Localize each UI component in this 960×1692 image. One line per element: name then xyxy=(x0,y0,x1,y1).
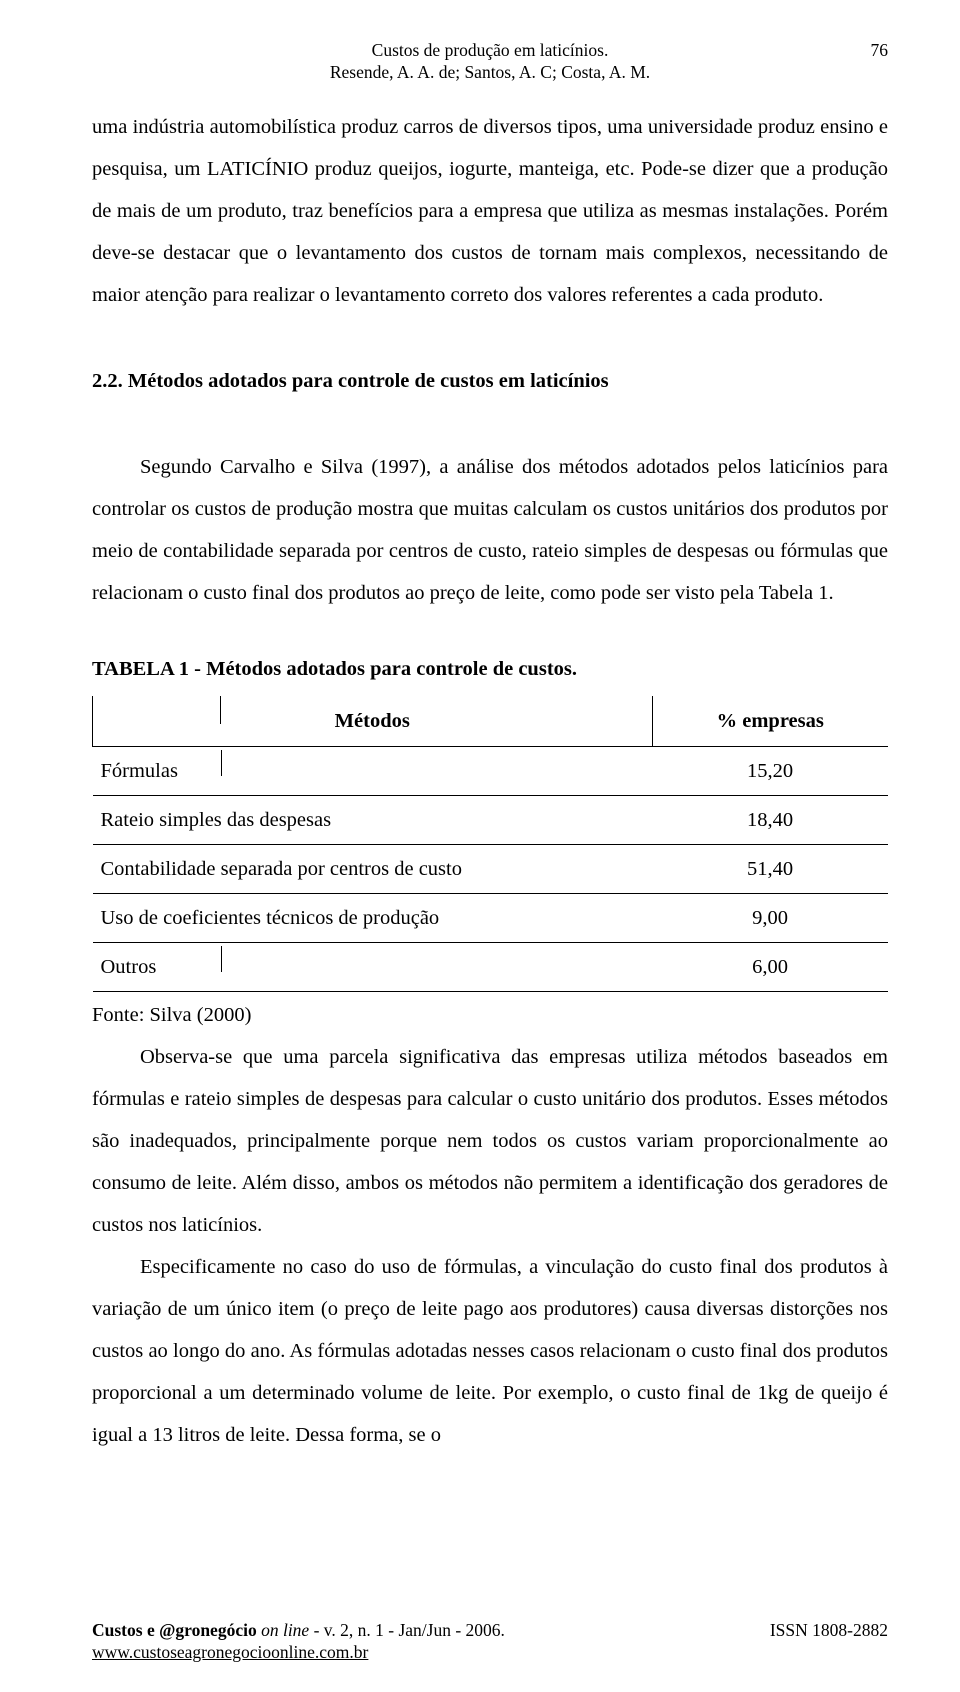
footer-journal-rest: - v. 2, n. 1 - Jan/Jun - 2006. xyxy=(309,1620,505,1640)
table-cell-label: Fórmulas xyxy=(101,760,178,782)
footer-journal-bold: Custos e @gronegócio xyxy=(92,1620,257,1640)
body: uma indústria automobilística produz car… xyxy=(92,106,888,1456)
table-cell-value: 9,00 xyxy=(652,893,888,942)
table-row: Uso de coeficientes técnicos de produção… xyxy=(93,893,889,942)
footer-journal-italic: on line xyxy=(257,1620,310,1640)
table-source: Fonte: Silva (2000) xyxy=(92,994,888,1036)
section-title: 2.2. Métodos adotados para controle de c… xyxy=(92,360,888,402)
footer-issn: ISSN 1808-2882 xyxy=(770,1620,888,1642)
table-row: Outros 6,00 xyxy=(93,943,889,992)
table-cell-value: 15,20 xyxy=(652,746,888,795)
table-row: Contabilidade separada por centros de cu… xyxy=(93,844,889,893)
paragraph-4: Especificamente no caso do uso de fórmul… xyxy=(92,1246,888,1456)
paragraph-3: Observa-se que uma parcela significativa… xyxy=(92,1036,888,1246)
methods-table: Métodos % empresas Fórmulas 15,20 Rateio… xyxy=(92,696,888,992)
table-cell-value: 18,40 xyxy=(652,795,888,844)
table-cell-label: Contabilidade separada por centros de cu… xyxy=(93,844,653,893)
table-header-row: Métodos % empresas xyxy=(93,696,889,747)
table-row: Rateio simples das despesas 18,40 xyxy=(93,795,889,844)
table-col-header-methods: Métodos xyxy=(93,696,653,747)
running-footer: Custos e @gronegócio on line - v. 2, n. … xyxy=(92,1620,888,1664)
header-line-1: Custos de produção em laticínios. xyxy=(92,40,888,62)
table-title: TABELA 1 - Métodos adotados para control… xyxy=(92,648,888,690)
footer-line-1: Custos e @gronegócio on line - v. 2, n. … xyxy=(92,1620,888,1642)
footer-site-link[interactable]: www.custoseagronegocioonline.com.br xyxy=(92,1642,368,1662)
table-col-header-percent: % empresas xyxy=(652,696,888,747)
table-cell-value: 51,40 xyxy=(652,844,888,893)
header-line-2: Resende, A. A. de; Santos, A. C; Costa, … xyxy=(92,62,888,84)
page: Custos de produção em laticínios. Resend… xyxy=(0,0,960,1692)
running-header: Custos de produção em laticínios. Resend… xyxy=(92,40,888,84)
footer-journal: Custos e @gronegócio on line - v. 2, n. … xyxy=(92,1620,505,1642)
table-cell-value: 6,00 xyxy=(652,943,888,992)
page-number: 76 xyxy=(871,40,889,62)
footer-line-2: www.custoseagronegocioonline.com.br xyxy=(92,1642,888,1664)
table-row: Fórmulas 15,20 xyxy=(93,746,889,795)
table-cell-label: Outros xyxy=(101,956,157,978)
table-cell-label: Uso de coeficientes técnicos de produção xyxy=(93,893,653,942)
table-cell-label: Rateio simples das despesas xyxy=(93,795,653,844)
paragraph-2: Segundo Carvalho e Silva (1997), a análi… xyxy=(92,446,888,614)
paragraph-1: uma indústria automobilística produz car… xyxy=(92,106,888,316)
